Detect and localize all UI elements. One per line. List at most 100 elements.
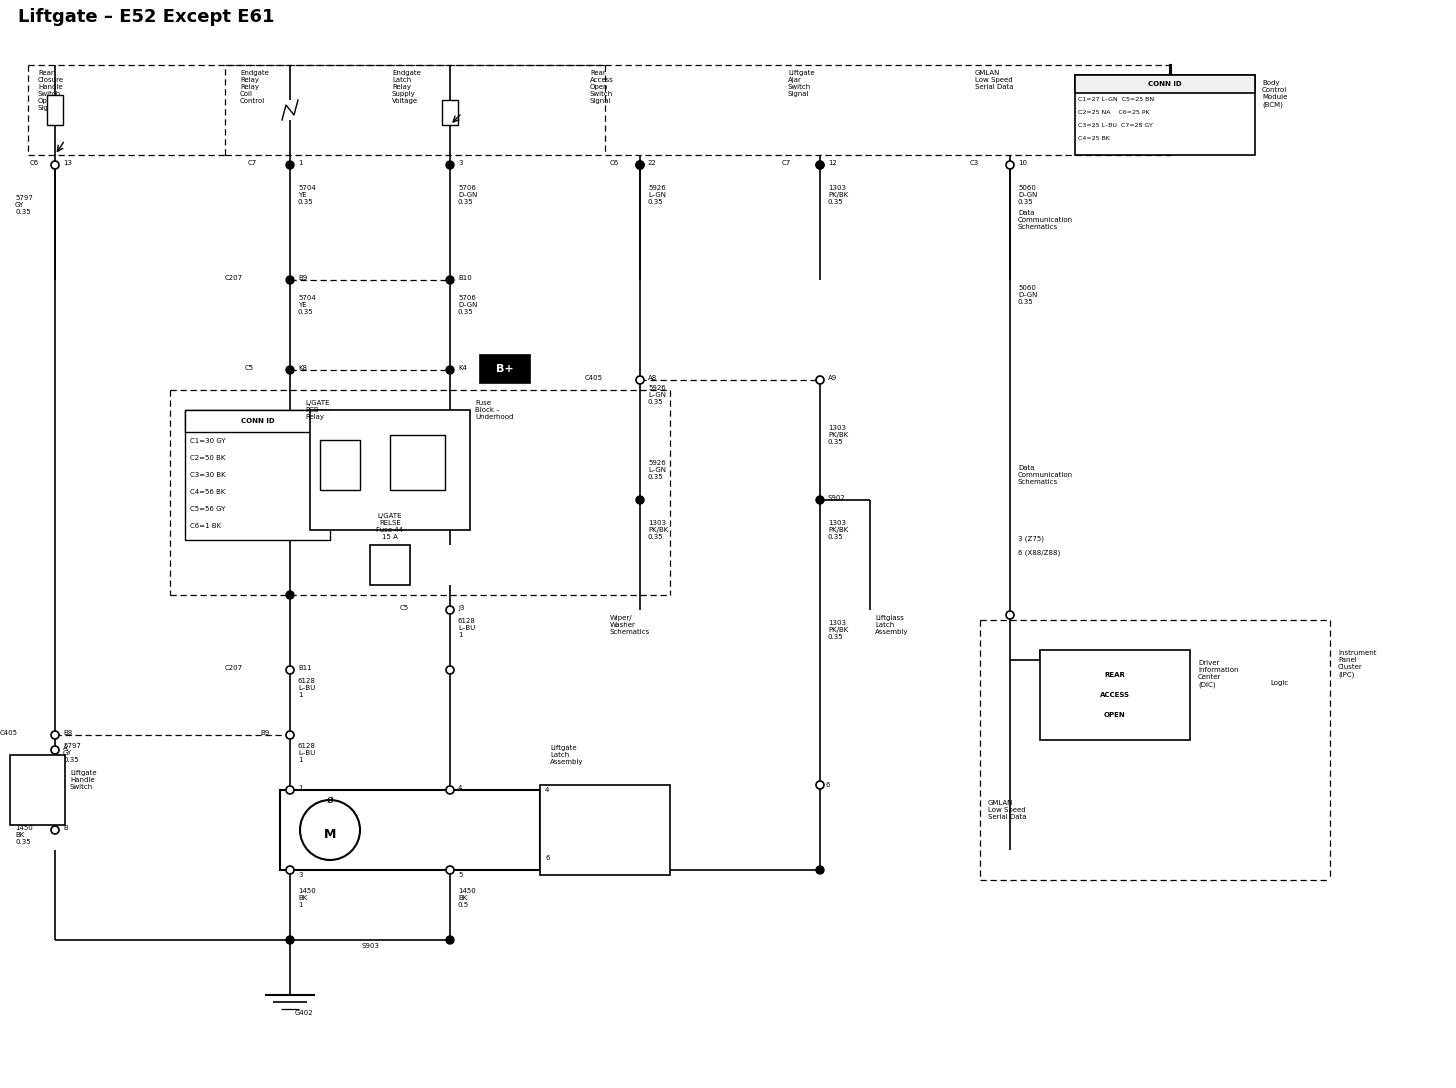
Circle shape	[636, 161, 644, 169]
Text: B: B	[63, 825, 68, 831]
Text: 1450
BK
0.35: 1450 BK 0.35	[15, 825, 32, 845]
Text: 1: 1	[298, 786, 303, 791]
Text: C5: C5	[400, 605, 409, 611]
Text: M: M	[323, 828, 336, 841]
Text: 5: 5	[459, 871, 463, 878]
Text: 6: 6	[826, 782, 830, 788]
Text: 1303
PK/BK
0.35: 1303 PK/BK 0.35	[828, 425, 849, 445]
Text: CONN ID: CONN ID	[1149, 81, 1182, 87]
Text: C3=25 L–BU  C7=28 GY: C3=25 L–BU C7=28 GY	[1077, 123, 1153, 128]
Bar	[10, 755, 66, 825]
Text: 5706
D–GN
0.35: 5706 D–GN 0.35	[459, 185, 478, 205]
Text: 1450
BK
0.5: 1450 BK 0.5	[459, 888, 476, 908]
Circle shape	[51, 161, 60, 169]
Text: C2=50 BK: C2=50 BK	[189, 455, 226, 461]
Text: 6128
L–BU
1: 6128 L–BU 1	[298, 743, 316, 763]
Text: C7: C7	[782, 160, 791, 166]
Circle shape	[285, 591, 294, 599]
Circle shape	[636, 496, 644, 504]
Bar	[390, 435, 446, 490]
Circle shape	[446, 161, 454, 169]
Text: 3: 3	[298, 871, 303, 878]
Text: 1303
PK/BK
0.35: 1303 PK/BK 0.35	[648, 520, 668, 540]
Text: 5797
GY
0.35: 5797 GY 0.35	[63, 743, 82, 763]
Text: C405: C405	[0, 730, 17, 735]
Circle shape	[285, 786, 294, 794]
Text: C3=30 BK: C3=30 BK	[189, 472, 226, 478]
Text: K4: K4	[459, 364, 467, 371]
Circle shape	[285, 276, 294, 284]
Text: 1303
PK/BK
0.35: 1303 PK/BK 0.35	[828, 620, 849, 640]
Text: Fuse
Block –
Underhood: Fuse Block – Underhood	[475, 400, 514, 420]
Text: 1303
PK/BK
0.35: 1303 PK/BK 0.35	[828, 520, 849, 540]
Bar	[47, 95, 63, 125]
Bar	[370, 545, 411, 585]
Text: A8: A8	[648, 375, 657, 381]
Text: Endgate
Relay
Relay
Coil
Control: Endgate Relay Relay Coil Control	[240, 70, 269, 104]
Text: C1=27 L–GN  C5=25 BN: C1=27 L–GN C5=25 BN	[1077, 97, 1155, 102]
Circle shape	[446, 276, 454, 284]
Circle shape	[815, 781, 824, 789]
Text: C207: C207	[226, 275, 243, 281]
Text: 5926
L–GN
0.35: 5926 L–GN 0.35	[648, 185, 665, 205]
Circle shape	[285, 161, 294, 169]
Text: C405: C405	[585, 375, 603, 381]
Text: 10: 10	[1018, 160, 1026, 166]
Text: 22: 22	[648, 160, 657, 166]
Text: Rear
Access
Open
Switch
Signal: Rear Access Open Switch Signal	[590, 70, 614, 104]
Circle shape	[446, 606, 454, 614]
Text: Rear
Closure
Handle
Switch
Open
Signal: Rear Closure Handle Switch Open Signal	[38, 70, 64, 111]
Text: 1303
PK/BK
0.35: 1303 PK/BK 0.35	[828, 185, 849, 205]
Text: CONN ID: CONN ID	[240, 418, 274, 424]
Text: Body
Control
Module
(BCM): Body Control Module (BCM)	[1262, 81, 1287, 108]
Text: GMLAN
Low Speed
Serial Data: GMLAN Low Speed Serial Data	[989, 800, 1026, 820]
Text: 6 (X88/Z88): 6 (X88/Z88)	[1018, 551, 1060, 556]
Text: 1450
BK
1: 1450 BK 1	[298, 888, 316, 908]
Text: C207: C207	[226, 665, 243, 671]
Text: Liftgate – E52 Except E61: Liftgate – E52 Except E61	[17, 8, 275, 26]
Text: Liftgate
Handle
Switch: Liftgate Handle Switch	[70, 770, 96, 790]
Circle shape	[51, 746, 60, 754]
Circle shape	[636, 376, 644, 384]
Text: 6: 6	[545, 855, 549, 861]
Circle shape	[446, 666, 454, 673]
Text: L/GATE
PCB
Relay: L/GATE PCB Relay	[304, 400, 329, 420]
Text: 5706
D–GN
0.35: 5706 D–GN 0.35	[459, 295, 478, 316]
Text: B9: B9	[298, 275, 307, 281]
Text: 5926
L–GN
0.35: 5926 L–GN 0.35	[648, 460, 665, 480]
Text: C7: C7	[248, 160, 258, 166]
Circle shape	[815, 496, 824, 504]
Text: 6128
L–BU
1: 6128 L–BU 1	[459, 618, 476, 638]
Circle shape	[815, 376, 824, 384]
Circle shape	[285, 366, 294, 374]
Bar	[1075, 75, 1255, 92]
Text: 3 (Z75): 3 (Z75)	[1018, 535, 1044, 542]
Text: K8: K8	[298, 364, 307, 371]
Text: C5=56 GY: C5=56 GY	[189, 506, 226, 512]
Text: C6=1 BK: C6=1 BK	[189, 523, 221, 529]
Text: 5060
D–GN
0.35: 5060 D–GN 0.35	[1018, 285, 1037, 305]
Text: B+: B+	[496, 364, 514, 374]
Text: B10: B10	[459, 275, 472, 281]
Circle shape	[285, 936, 294, 944]
Text: G402: G402	[296, 1010, 313, 1016]
Text: 5926
L–GN
0.35: 5926 L–GN 0.35	[648, 385, 665, 405]
Text: B9: B9	[261, 730, 269, 735]
Text: Liftglass
Latch
Assembly: Liftglass Latch Assembly	[875, 615, 909, 635]
Circle shape	[446, 866, 454, 874]
Bar	[540, 786, 670, 875]
Circle shape	[285, 731, 294, 739]
Circle shape	[636, 161, 644, 169]
Bar	[480, 355, 530, 383]
Circle shape	[815, 161, 824, 169]
Text: Data
Communication
Schematics: Data Communication Schematics	[1018, 465, 1073, 485]
Text: 12: 12	[828, 160, 837, 166]
Text: OPEN: OPEN	[1104, 712, 1125, 718]
Text: B11: B11	[298, 665, 312, 671]
Text: 4: 4	[545, 787, 549, 793]
Text: C4=56 BK: C4=56 BK	[189, 489, 226, 495]
Text: 6128
L–BU
1: 6128 L–BU 1	[298, 678, 316, 698]
Text: ø: ø	[326, 795, 333, 805]
Bar	[1040, 650, 1190, 740]
Text: B8: B8	[63, 730, 73, 735]
